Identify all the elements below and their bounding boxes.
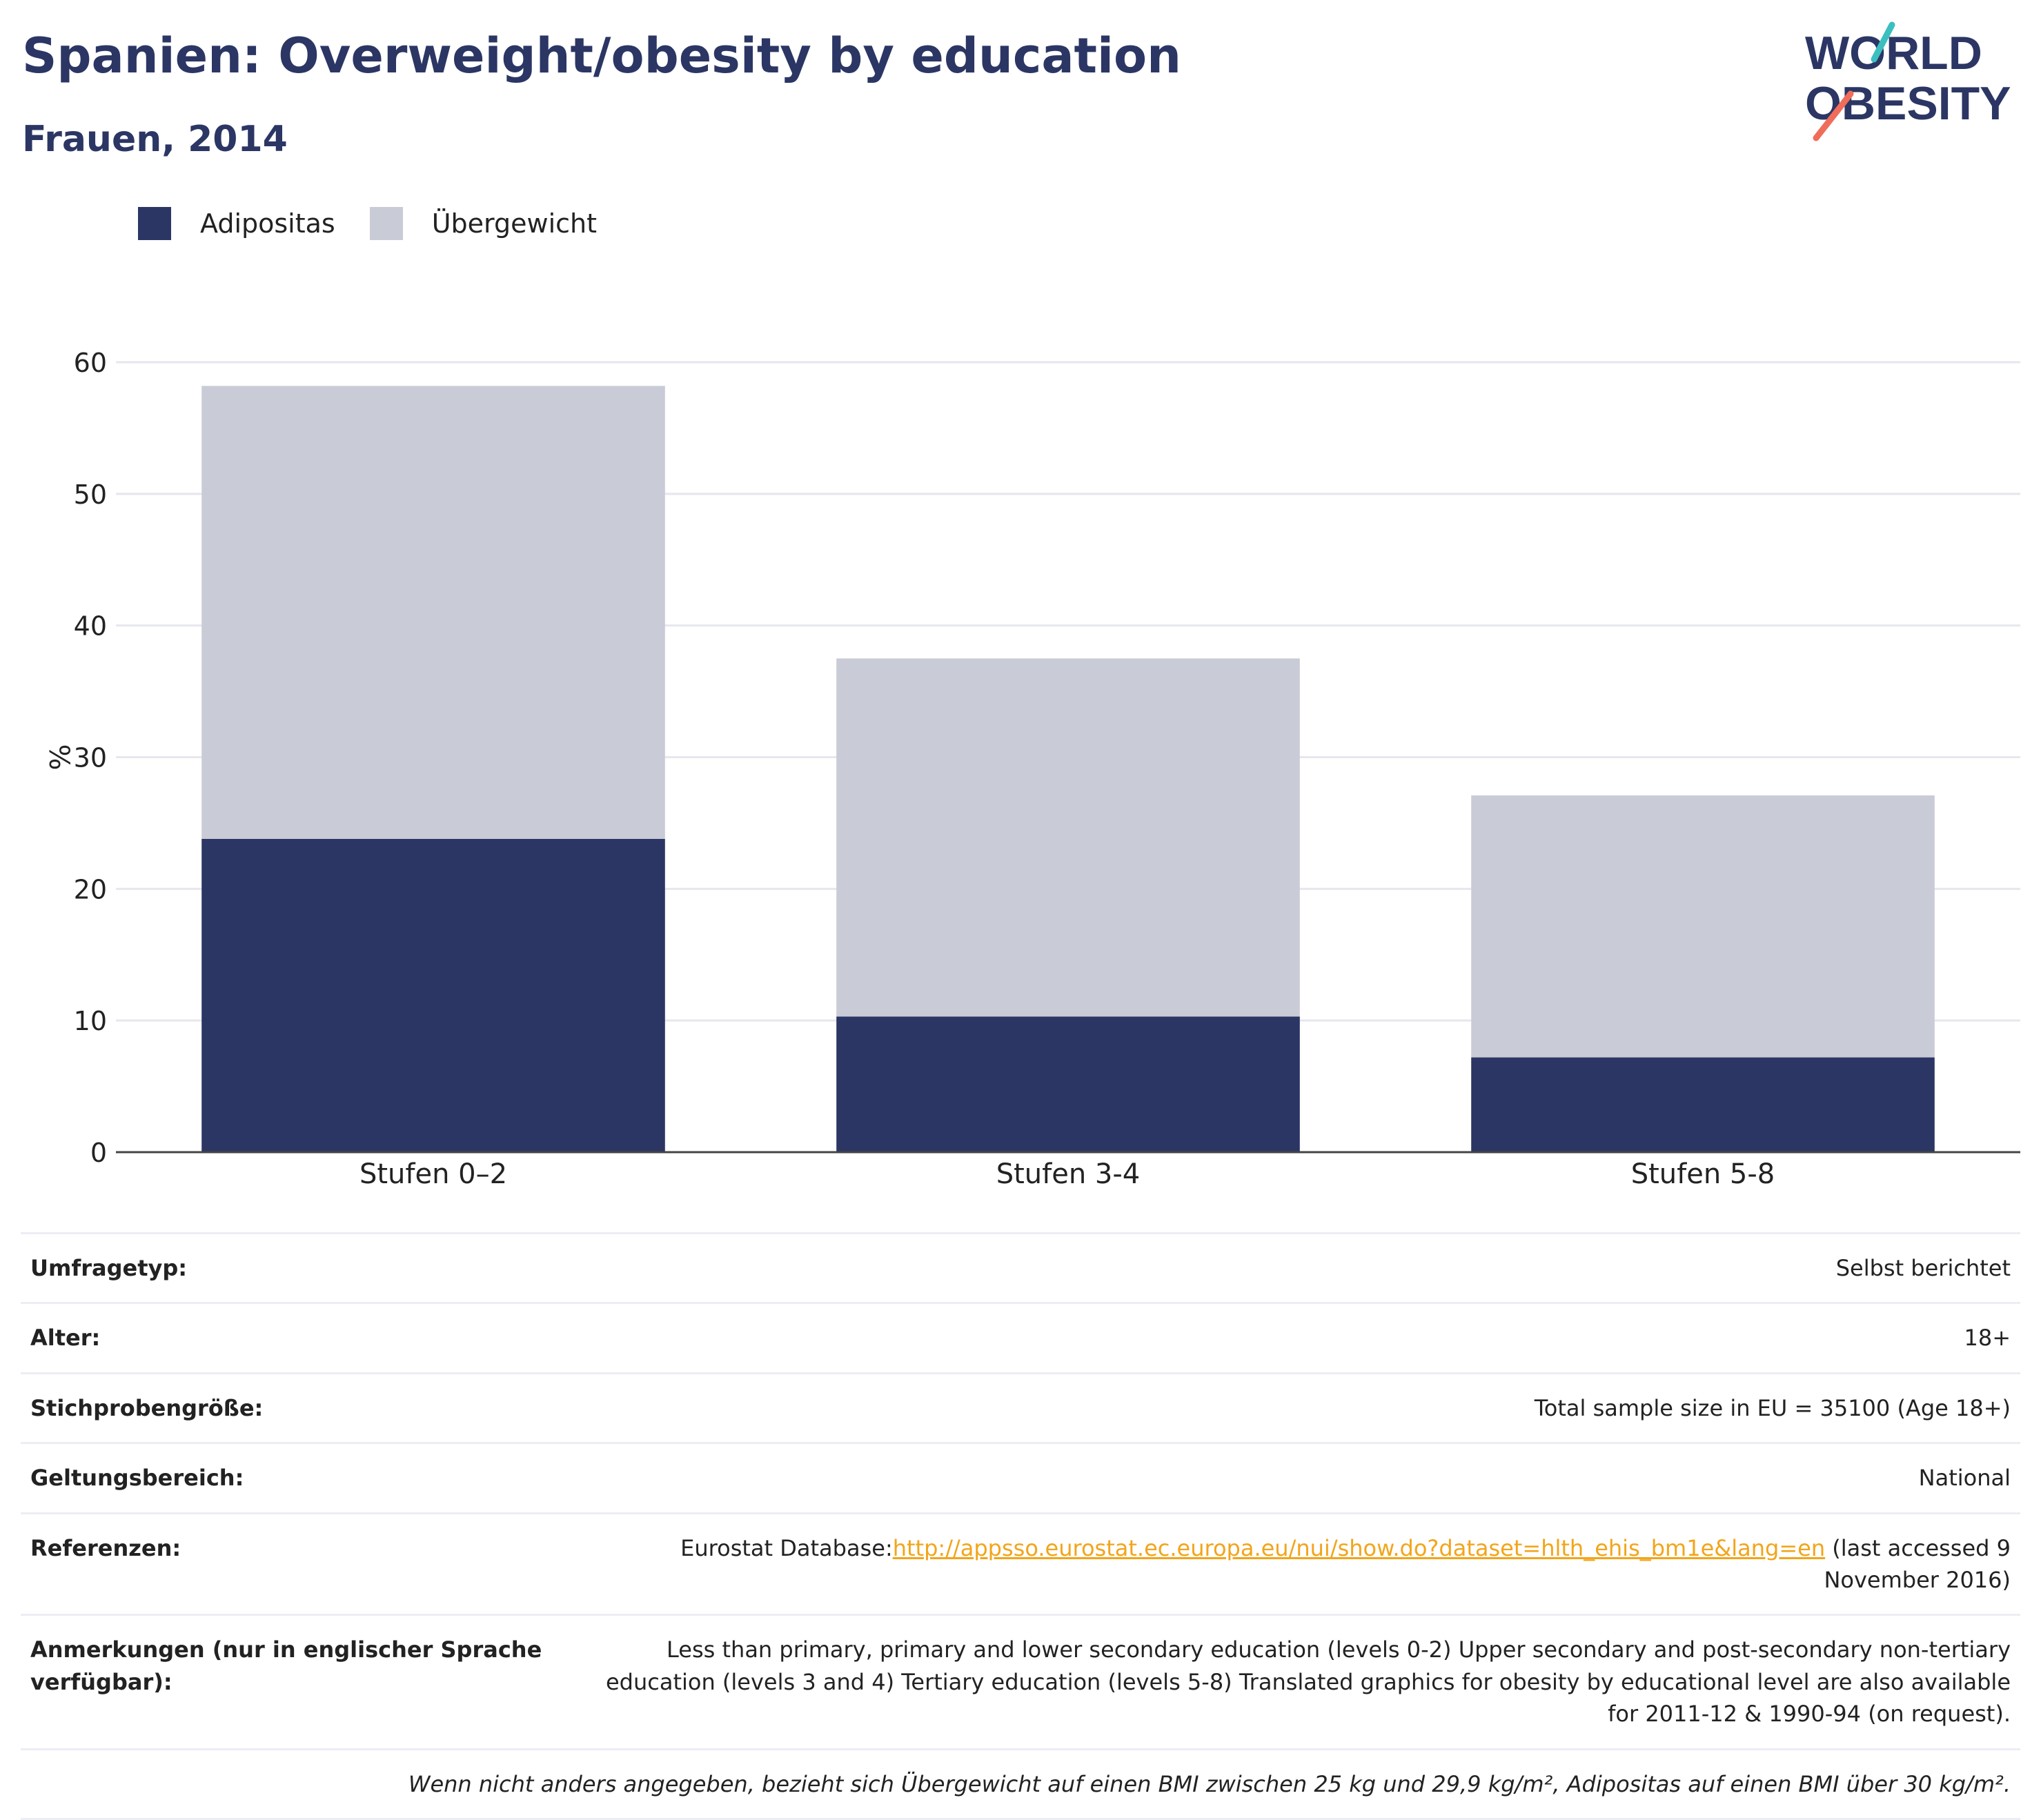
logo-slash-coral <box>1813 90 1854 141</box>
x-tick-label: Stufen 3-4 <box>996 1158 1141 1190</box>
info-value: National <box>564 1442 2020 1514</box>
logo-line1: WORLD <box>1805 27 1982 79</box>
info-row-scope: Geltungsbereich: National <box>21 1442 2020 1514</box>
y-tick-label: 50 <box>74 479 107 510</box>
legend-label-obesity: Adipositas <box>200 208 335 239</box>
x-tick-labels: Stufen 0–2 Stufen 3-4 Stufen 5-8 <box>359 1158 1775 1190</box>
bars <box>201 386 1935 1152</box>
bar-obesity-1[interactable] <box>836 1016 1300 1152</box>
legend-item-obesity[interactable]: Adipositas <box>138 207 335 240</box>
info-label: Alter: <box>21 1302 564 1374</box>
chart-subtitle: Frauen, 2014 <box>22 119 288 160</box>
x-tick-label: Stufen 0–2 <box>359 1158 507 1190</box>
bar-obesity-0[interactable] <box>201 838 665 1152</box>
y-tick-label: 20 <box>74 874 107 904</box>
logo-slash-teal <box>1871 21 1895 63</box>
y-tick-label: 10 <box>74 1006 107 1036</box>
bar-overweight-1[interactable] <box>836 658 1300 1017</box>
y-tick-labels: 0 10 20 30 40 50 60 <box>74 348 107 1168</box>
x-tick-label: Stufen 5-8 <box>1631 1158 1775 1190</box>
info-value: Selbst berichtet <box>564 1232 2020 1303</box>
references-link[interactable]: http://appsso.eurostat.ec.europa.eu/nui/… <box>892 1534 1826 1561</box>
bar-overweight-2[interactable] <box>1471 795 1935 1058</box>
info-row-references: Referenzen: Eurostat Database:http://app… <box>21 1512 2020 1615</box>
info-value: 18+ <box>564 1302 2020 1374</box>
legend-label-overweight: Übergewicht <box>431 208 597 239</box>
references-prefix: Eurostat Database: <box>680 1534 893 1561</box>
y-axis-label: % <box>43 744 75 770</box>
info-row-footnote: Wenn nicht anders angegeben, bezieht sic… <box>21 1748 2020 1820</box>
info-value: Total sample size in EU = 35100 (Age 18+… <box>564 1372 2020 1443</box>
notes-value: Less than primary, primary and lower sec… <box>564 1614 2020 1750</box>
info-row-survey-type: Umfragetyp: Selbst berichtet <box>21 1232 2020 1303</box>
bar-obesity-2[interactable] <box>1471 1057 1935 1152</box>
y-tick-label: 40 <box>74 611 107 642</box>
info-table: Umfragetyp: Selbst berichtet Alter: 18+ … <box>21 1232 2020 1820</box>
notes-label: Anmerkungen (nur in englischer Sprache v… <box>21 1614 564 1750</box>
world-obesity-logo: WORLD OBESITY <box>1805 21 2011 141</box>
info-label: Stichprobengröße: <box>21 1372 564 1443</box>
y-tick-label: 0 <box>90 1138 107 1168</box>
footnote: Wenn nicht anders angegeben, bezieht sic… <box>21 1748 2020 1820</box>
info-row-sample-size: Stichprobengröße: Total sample size in E… <box>21 1372 2020 1443</box>
references-suffix: (last accessed 9 November 2016) <box>1824 1534 2011 1593</box>
info-row-age: Alter: 18+ <box>21 1302 2020 1374</box>
y-tick-label: 30 <box>74 743 107 773</box>
references-label: Referenzen: <box>21 1512 564 1615</box>
legend: Adipositas Übergewicht <box>138 206 631 241</box>
chart-title: Spanien: Overweight/obesity by education <box>22 28 1181 84</box>
legend-swatch-overweight <box>369 207 403 240</box>
bar-overweight-0[interactable] <box>201 386 665 839</box>
references-value: Eurostat Database:http://appsso.eurostat… <box>564 1512 2020 1615</box>
legend-item-overweight[interactable]: Übergewicht <box>369 207 597 240</box>
info-label: Umfragetyp: <box>21 1232 564 1303</box>
logo-line2: OBESITY <box>1805 77 2011 130</box>
info-row-notes: Anmerkungen (nur in englischer Sprache v… <box>21 1614 2020 1750</box>
y-tick-label: 60 <box>74 348 107 378</box>
info-label: Geltungsbereich: <box>21 1442 564 1514</box>
legend-swatch-obesity <box>138 207 171 240</box>
